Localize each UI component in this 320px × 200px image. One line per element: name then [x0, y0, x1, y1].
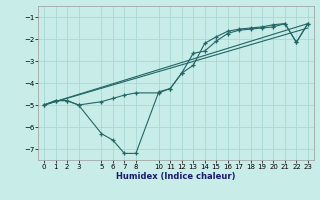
X-axis label: Humidex (Indice chaleur): Humidex (Indice chaleur)	[116, 172, 236, 181]
